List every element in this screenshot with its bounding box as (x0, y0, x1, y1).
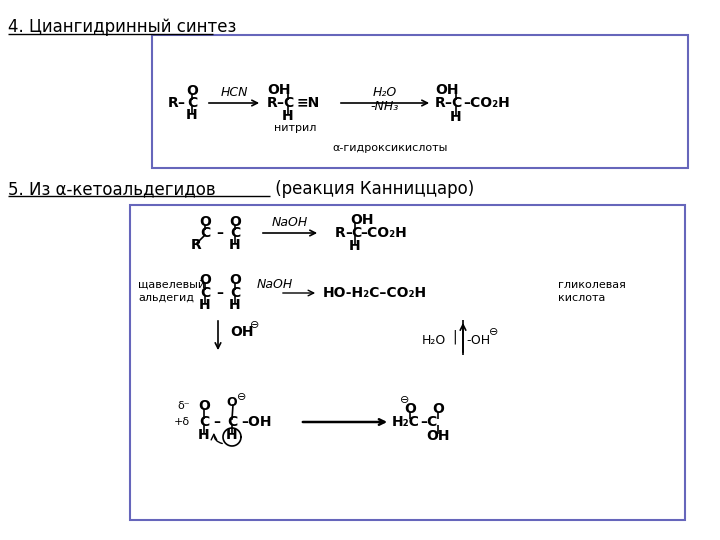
Text: –: – (177, 96, 184, 110)
Text: 4. Циангидринный синтез: 4. Циангидринный синтез (8, 18, 236, 36)
Text: –OH: –OH (241, 415, 271, 429)
Text: –: – (217, 286, 223, 300)
Text: –: – (276, 96, 283, 110)
Bar (152, 35, 688, 168)
Text: R: R (435, 96, 446, 110)
Text: OH: OH (350, 213, 374, 227)
Text: O: O (229, 215, 241, 229)
Text: O: O (186, 84, 198, 98)
Text: O: O (199, 273, 211, 287)
Text: альдегид: альдегид (138, 293, 194, 303)
Text: C: C (451, 96, 461, 110)
Text: |: | (453, 330, 457, 345)
Text: C: C (200, 226, 210, 240)
Text: -OH: -OH (466, 334, 490, 347)
Text: ≡N: ≡N (297, 96, 320, 110)
Bar (130, 205, 685, 520)
Text: H: H (282, 109, 294, 123)
Text: O: O (199, 215, 211, 229)
Text: O: O (198, 399, 210, 413)
Text: –CO₂H: –CO₂H (463, 96, 510, 110)
Text: 5. Из α-кетоальдегидов: 5. Из α-кетоальдегидов (8, 180, 215, 198)
Text: -NH₃: -NH₃ (371, 99, 399, 112)
Text: –C: –C (420, 415, 437, 429)
Text: C: C (187, 96, 197, 110)
Text: R: R (191, 238, 202, 252)
Text: кислота: кислота (558, 293, 606, 303)
Text: OH: OH (435, 83, 459, 97)
Text: O: O (432, 402, 444, 416)
Text: O: O (227, 395, 238, 408)
Text: R: R (267, 96, 278, 110)
Text: щавелевый: щавелевый (138, 280, 205, 290)
Text: OH: OH (426, 429, 450, 443)
Text: OH: OH (230, 325, 253, 339)
Text: нитрил: нитрил (274, 123, 316, 133)
Text: C: C (200, 286, 210, 300)
Text: HCN: HCN (220, 86, 248, 99)
Text: H: H (450, 110, 462, 124)
Text: гликолевая: гликолевая (558, 280, 626, 290)
Text: –CO₂H: –CO₂H (360, 226, 407, 240)
Text: –: – (444, 96, 451, 110)
Text: H₂C: H₂C (392, 415, 420, 429)
Text: C: C (230, 286, 240, 300)
Text: ⊖: ⊖ (238, 392, 247, 402)
Text: δ⁻: δ⁻ (177, 401, 190, 411)
Text: H: H (226, 428, 238, 442)
Text: H₂O: H₂O (373, 85, 397, 98)
Text: H: H (198, 428, 210, 442)
Text: H: H (229, 238, 240, 252)
Text: NaOH: NaOH (257, 278, 293, 291)
Text: C: C (227, 415, 237, 429)
Text: HO-H₂C–CO₂H: HO-H₂C–CO₂H (323, 286, 427, 300)
Text: H: H (186, 108, 198, 122)
Text: ⊖: ⊖ (250, 320, 259, 330)
Text: –C: –C (345, 226, 362, 240)
Text: –: – (214, 415, 220, 429)
Text: H: H (229, 298, 240, 312)
Text: O: O (404, 402, 416, 416)
Text: H: H (199, 298, 211, 312)
Text: R: R (335, 226, 346, 240)
Text: H₂O: H₂O (422, 334, 446, 347)
Text: –: – (217, 226, 223, 240)
Text: C: C (199, 415, 209, 429)
Text: C: C (283, 96, 293, 110)
Text: H: H (349, 239, 361, 253)
Text: NaOH: NaOH (272, 217, 308, 230)
Text: ⊖: ⊖ (400, 395, 410, 405)
Text: C: C (230, 226, 240, 240)
Text: α-гидроксикислоты: α-гидроксикислоты (333, 143, 448, 153)
Text: O: O (229, 273, 241, 287)
Text: R: R (168, 96, 179, 110)
Text: ⊖: ⊖ (490, 327, 499, 337)
Text: OH: OH (267, 83, 290, 97)
Text: (реакция Канниццаро): (реакция Канниццаро) (270, 180, 474, 198)
Text: +δ: +δ (174, 417, 190, 427)
